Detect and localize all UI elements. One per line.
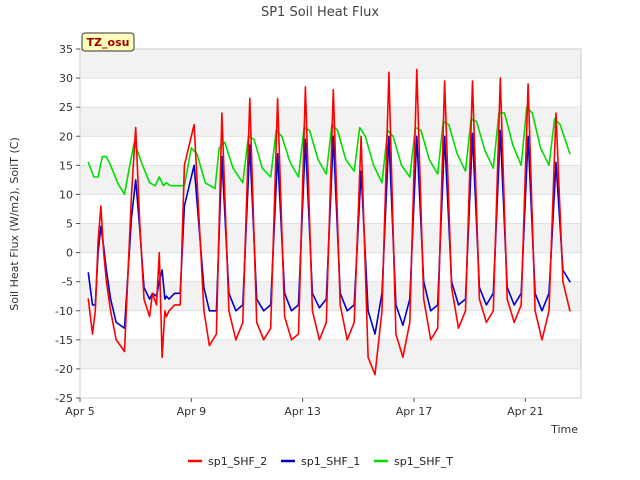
series-line-sp1_SHF_T [87, 106, 571, 196]
y-tick-label: 10 [59, 188, 73, 201]
plot-band [80, 368, 581, 398]
x-tick-label: Apr 9 [177, 405, 207, 418]
y-tick-label: -15 [55, 334, 73, 347]
y-tick-label: 5 [66, 218, 73, 231]
legend: sp1_SHF_2 sp1_SHF_1 sp1_SHF_T [188, 455, 453, 468]
y-tick-label: 35 [59, 43, 73, 56]
y-axis-ticks: -25 -20 -15 -10 -5 0 5 10 15 20 25 30 35 [55, 43, 80, 405]
plot-band [80, 78, 581, 108]
plot-band [80, 223, 581, 253]
y-tick-label: 30 [59, 72, 73, 85]
x-tick-label: Apr 17 [396, 405, 433, 418]
series-line-sp1_SHF_2 [87, 68, 571, 376]
site-tag-label: TZ_osu [87, 36, 130, 49]
chart-title: SP1 Soil Heat Flux [261, 5, 379, 20]
series-lines [87, 68, 571, 376]
y-tick-label: 20 [59, 130, 73, 143]
site-tag-box [81, 32, 135, 52]
y-tick-label: -25 [55, 392, 73, 405]
y-tick-label: 25 [59, 101, 73, 114]
y-tick-label: -5 [62, 276, 73, 289]
x-axis-ticks: Apr 5 Apr 9 Apr 13 Apr 17 Apr 21 [65, 398, 544, 418]
x-axis-label: Time [550, 423, 578, 436]
y-tick-label: -20 [55, 363, 73, 376]
x-tick-label: Apr 13 [284, 405, 321, 418]
legend-label-sp1_SHF_2: sp1_SHF_2 [208, 455, 267, 468]
plot-band [80, 49, 581, 79]
x-tick-label: Apr 21 [507, 405, 544, 418]
legend-label-sp1_SHF_T: sp1_SHF_T [394, 455, 453, 468]
y-tick-label: 0 [66, 247, 73, 260]
x-tick-label: Apr 5 [65, 405, 95, 418]
plot-band [80, 310, 581, 340]
y-axis-label: Soil Heat Flux (W/m2), SoilT (C) [8, 137, 21, 310]
y-tick-label: -10 [55, 305, 73, 318]
site-tag: TZ_osu [81, 32, 135, 52]
legend-label-sp1_SHF_1: sp1_SHF_1 [301, 455, 360, 468]
y-tick-label: 15 [59, 159, 73, 172]
plot-band [80, 339, 581, 369]
